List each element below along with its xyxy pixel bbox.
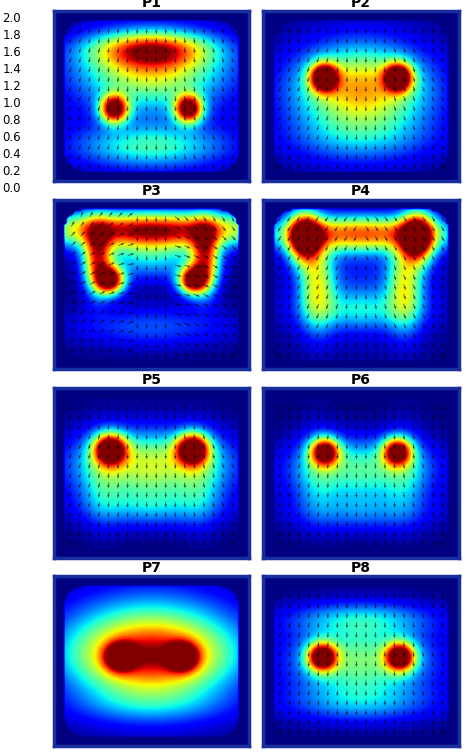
Title: P6: P6 — [351, 373, 371, 387]
Text: 0.2: 0.2 — [2, 165, 21, 178]
Text: 0.8: 0.8 — [2, 114, 21, 127]
Title: P4: P4 — [351, 184, 371, 199]
Text: 1.2: 1.2 — [2, 80, 21, 93]
Title: P2: P2 — [351, 0, 371, 10]
Title: P3: P3 — [142, 184, 161, 199]
Text: 1.4: 1.4 — [2, 63, 21, 76]
Text: 2.0: 2.0 — [2, 12, 21, 26]
Text: 0.6: 0.6 — [2, 131, 21, 144]
Title: P8: P8 — [351, 561, 371, 575]
Title: P1: P1 — [142, 0, 161, 10]
Text: 0.0: 0.0 — [2, 182, 21, 195]
Text: 1.8: 1.8 — [2, 29, 21, 42]
Title: P5: P5 — [142, 373, 161, 387]
Title: P7: P7 — [142, 561, 161, 575]
Text: 1.6: 1.6 — [2, 46, 21, 59]
Text: 1.0: 1.0 — [2, 97, 21, 110]
Text: 0.4: 0.4 — [2, 148, 21, 161]
